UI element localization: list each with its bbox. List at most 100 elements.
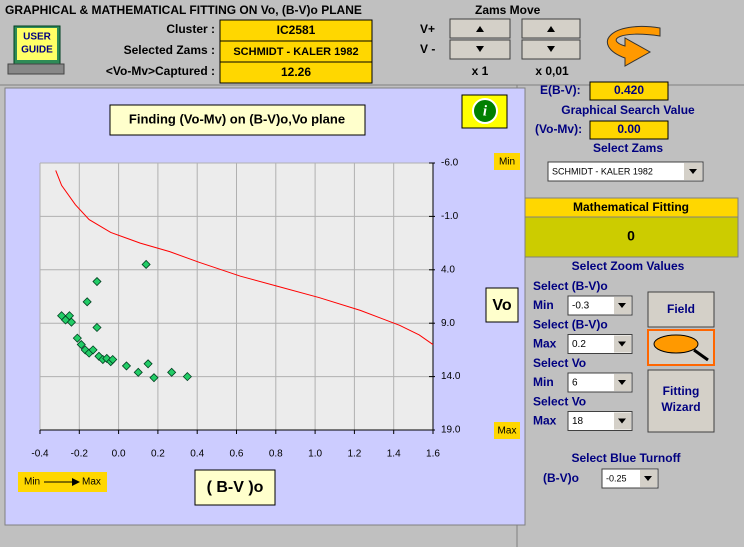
y-tick-label: 14.0 bbox=[441, 371, 461, 382]
x-tick-label: 1.4 bbox=[387, 449, 401, 460]
turnoff-dropdown[interactable]: -0.25 bbox=[601, 468, 659, 489]
turnoff-value: -0.25 bbox=[606, 473, 627, 483]
y-axis-label: Vo bbox=[492, 297, 511, 314]
y-bottom-annotation: Max bbox=[498, 426, 517, 437]
annotation-box bbox=[494, 153, 520, 170]
field-value: 12.26 bbox=[281, 65, 311, 79]
zoom-bound: Min bbox=[533, 298, 554, 312]
zoom-bound: Min bbox=[533, 375, 554, 389]
field-label: <Vo-Mv>Captured : bbox=[106, 64, 215, 78]
user-guide-button[interactable]: USER GUIDE bbox=[7, 25, 65, 75]
data-point bbox=[92, 276, 102, 287]
x-tick-label: -0.2 bbox=[71, 449, 89, 460]
y-tick-label: 9.0 bbox=[441, 318, 455, 329]
rotate-arrow-button[interactable] bbox=[606, 26, 661, 67]
chart-title-box bbox=[109, 104, 366, 136]
field-value: IC2581 bbox=[277, 23, 316, 37]
zoom-title: Select Zoom Values bbox=[572, 259, 685, 273]
zoom-label: Select (B-V)o bbox=[533, 279, 608, 293]
math-fitting-label: Mathematical Fitting bbox=[573, 200, 689, 214]
user-guide-text: USER bbox=[23, 32, 52, 43]
x-label-box bbox=[194, 469, 276, 506]
x-tick-label: 0.2 bbox=[151, 449, 165, 460]
x-tick-label: 0.6 bbox=[230, 449, 244, 460]
data-point bbox=[72, 333, 82, 343]
field-label: Selected Zams : bbox=[124, 43, 215, 57]
zoom-bound: Max bbox=[533, 337, 557, 351]
data-point bbox=[108, 354, 118, 365]
field-value: SCHMIDT - KALER 1982 bbox=[233, 46, 358, 58]
data-point bbox=[141, 259, 151, 270]
data-point bbox=[149, 373, 159, 383]
x-tick-label: 0.8 bbox=[269, 449, 283, 460]
x-tick-label: 1.2 bbox=[347, 449, 361, 460]
info-button[interactable]: i bbox=[461, 94, 508, 129]
zoom-label: Select Vo bbox=[533, 395, 586, 409]
ebv-label: E(B-V): bbox=[540, 83, 581, 97]
zoom-value: 6 bbox=[572, 378, 578, 389]
chart-title: Finding (Vo-Mv) on (B-V)o,Vo plane bbox=[129, 111, 345, 126]
field-label: Cluster : bbox=[166, 22, 215, 36]
dropdown-arrow bbox=[618, 380, 626, 385]
zoom-dropdown[interactable]: 0.2 bbox=[567, 334, 633, 354]
data-point bbox=[66, 317, 77, 327]
zoom-bound: Max bbox=[533, 414, 557, 428]
row-label: V+ bbox=[420, 22, 435, 36]
x-min-annotation: Min bbox=[24, 477, 40, 488]
zoom-dropdown[interactable]: 6 bbox=[567, 372, 633, 393]
fitting-wizard-button[interactable]: Fitting Wizard bbox=[647, 369, 715, 433]
x-tick-label: -0.4 bbox=[31, 449, 49, 460]
data-point bbox=[88, 345, 98, 355]
data-point bbox=[182, 372, 192, 382]
data-point bbox=[143, 359, 153, 369]
y-top-annotation: Min bbox=[499, 157, 515, 168]
math-fitting-box bbox=[524, 216, 739, 258]
turnoff-label: (B-V)o bbox=[543, 471, 579, 485]
math-fitting-value: 0 bbox=[627, 228, 635, 244]
field-box bbox=[219, 61, 373, 84]
data-point bbox=[92, 322, 102, 333]
zoom-dropdown[interactable]: -0.3 bbox=[567, 295, 633, 316]
field-button[interactable]: Field bbox=[647, 291, 715, 328]
graphical-search-label: Graphical Search Value bbox=[561, 103, 695, 117]
dropdown-arrow bbox=[618, 341, 626, 347]
x-tick-label: 0.4 bbox=[190, 449, 204, 460]
app-title: GRAPHICAL & MATHEMATICAL FITTING ON Vo, … bbox=[5, 3, 362, 17]
zoom-value: -0.3 bbox=[572, 301, 590, 312]
data-point bbox=[121, 361, 132, 371]
v-up-x001[interactable] bbox=[521, 18, 581, 39]
move-buttons bbox=[449, 18, 581, 60]
v-down-x001[interactable] bbox=[521, 39, 581, 60]
dropdown-arrow bbox=[618, 418, 626, 424]
data-point bbox=[82, 297, 92, 307]
ebv-box bbox=[589, 81, 669, 101]
zoom-button[interactable] bbox=[647, 329, 715, 366]
y-tick-label: -6.0 bbox=[441, 158, 459, 169]
data-point bbox=[133, 367, 143, 377]
x-max-annotation: Max bbox=[82, 477, 101, 488]
v-up-x1[interactable] bbox=[449, 18, 511, 39]
user-guide-text: GUIDE bbox=[21, 45, 53, 56]
row-label: V - bbox=[420, 42, 435, 56]
y-tick-label: 4.0 bbox=[441, 264, 455, 275]
zoom-label: Select (B-V)o bbox=[533, 318, 608, 332]
zams-option: SCHMIDT - KALER 1982 bbox=[552, 166, 653, 176]
zams-move-title: Zams Move bbox=[475, 3, 541, 17]
annotation-box bbox=[494, 422, 520, 439]
x-axis-label: ( B-V )o bbox=[207, 479, 264, 496]
data-point bbox=[167, 367, 177, 377]
step-label: x 0,01 bbox=[535, 64, 569, 78]
v-down-x1[interactable] bbox=[449, 39, 511, 60]
blue-turnoff-label: Select Blue Turnoff bbox=[571, 451, 681, 465]
zoom-dropdown[interactable]: 18 bbox=[567, 411, 633, 431]
y-tick-label: -1.0 bbox=[441, 211, 459, 222]
data-point bbox=[76, 339, 86, 350]
y-tick-label: 19.0 bbox=[441, 425, 461, 436]
select-zams-label: Select Zams bbox=[593, 141, 663, 155]
ebv-value: 0.420 bbox=[614, 83, 644, 97]
zams-dropdown[interactable]: SCHMIDT - KALER 1982 bbox=[547, 161, 704, 182]
vomv-value: 0.00 bbox=[617, 122, 641, 136]
zoom-value: 0.2 bbox=[572, 339, 586, 350]
zoom-label: Select Vo bbox=[533, 356, 586, 370]
